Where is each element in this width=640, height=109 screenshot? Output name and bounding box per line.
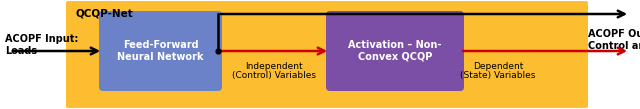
Text: (Control) Variables: (Control) Variables (232, 71, 316, 80)
Text: Independent: Independent (245, 62, 303, 71)
Text: Feed-Forward
Neural Network: Feed-Forward Neural Network (117, 40, 204, 62)
FancyBboxPatch shape (326, 11, 464, 91)
FancyBboxPatch shape (66, 1, 588, 108)
FancyBboxPatch shape (99, 11, 222, 91)
Text: Activation – Non-
Convex QCQP: Activation – Non- Convex QCQP (348, 40, 442, 62)
Text: ACOPF Input:: ACOPF Input: (5, 34, 78, 44)
Text: QCQP-Net: QCQP-Net (76, 9, 134, 19)
Text: (State) Variables: (State) Variables (460, 71, 536, 80)
Text: ACOPF Output:: ACOPF Output: (588, 29, 640, 39)
Text: Dependent: Dependent (473, 62, 523, 71)
Text: Control and State Variables: Control and State Variables (588, 41, 640, 51)
Text: Loads: Loads (5, 46, 37, 56)
